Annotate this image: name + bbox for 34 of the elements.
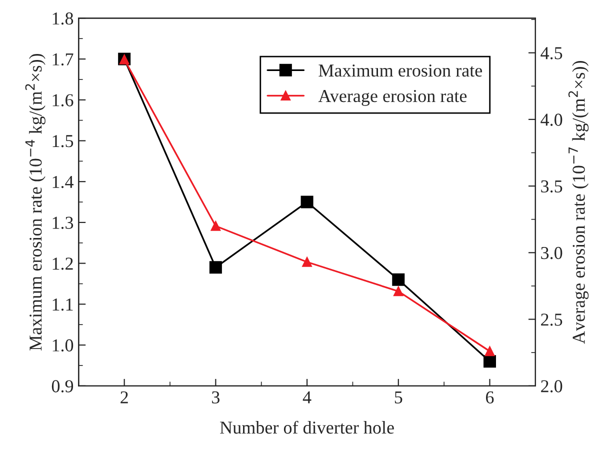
x-tick-label: 4 xyxy=(302,391,312,404)
legend-label: Maximum erosion rate xyxy=(318,64,482,77)
point xyxy=(483,355,496,368)
y2-tick-label: 3.0 xyxy=(541,246,562,260)
point xyxy=(394,286,404,296)
legend-label: Average erosion rate xyxy=(318,90,467,106)
x-tick-label: 5 xyxy=(394,391,402,404)
y2-tick-label: 4.0 xyxy=(540,114,562,126)
y-tick-label: 1.0 xyxy=(52,339,74,352)
x-tick-label: 3 xyxy=(212,391,220,404)
y-tick-label: 1.5 xyxy=(52,135,74,148)
point xyxy=(392,273,405,286)
y2-tick-label: 2.5 xyxy=(541,314,562,326)
y-tick-label: 1.6 xyxy=(52,94,74,106)
point xyxy=(300,196,314,208)
x-tick-label: 2 xyxy=(120,391,128,404)
y2-tick-label: 4.5 xyxy=(540,47,562,60)
y-tick-label: 1.2 xyxy=(52,258,73,270)
y-tick-label: 1.3 xyxy=(52,216,74,229)
y-tick-label: 1.1 xyxy=(52,298,73,311)
point xyxy=(484,346,495,356)
y-tick-label: 1.8 xyxy=(52,12,74,25)
x-tick-label: 6 xyxy=(486,391,494,404)
x-axis-title: Number of diverter hole xyxy=(220,420,394,434)
point xyxy=(209,261,222,274)
y-tick-label: 0.9 xyxy=(52,380,74,392)
y2-tick-label: 3.5 xyxy=(541,180,562,193)
y2-axis-title: Average erosion rate (10$^{−7}$ kg/(m$^{2}$×s)) xyxy=(568,60,589,344)
y-axis-title: Maximum erosion rate (10$^{−4}$ kg/(m$^{2}$×s)) xyxy=(25,54,46,351)
point xyxy=(302,257,312,267)
y-tick-label: 1.7 xyxy=(52,53,74,66)
y2-tick-label: 2.0 xyxy=(541,380,562,392)
y-tick-label: 1.4 xyxy=(52,176,74,188)
point xyxy=(210,221,221,231)
